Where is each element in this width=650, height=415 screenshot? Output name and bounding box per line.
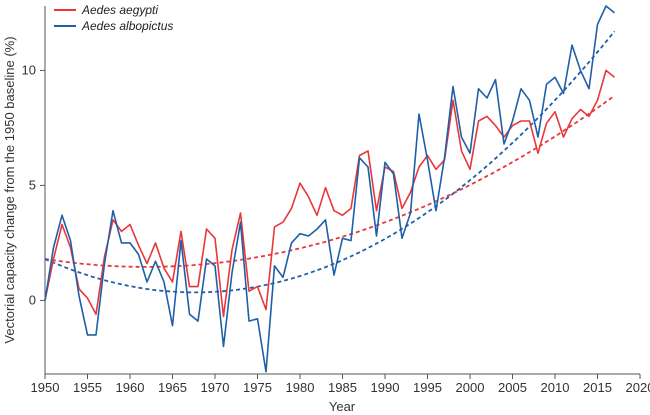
x-tick-label: 1970	[201, 380, 230, 395]
series-line-1	[44, 5, 616, 373]
x-axis: 1950 1955 1960 1965 1970 1975 1980 1985 1990 1995…	[31, 373, 650, 395]
legend-label: Aedes aegypti	[81, 3, 158, 17]
x-tick-label: 2015	[583, 380, 612, 395]
x-axis-title: Year	[329, 399, 356, 414]
x-tick-label: 1955	[73, 380, 102, 395]
legend-label: Aedes albopictus	[81, 19, 173, 33]
x-tick-label: 1965	[158, 380, 187, 395]
y-axis: 0 5 10	[22, 6, 46, 374]
x-tick-label: 1960	[116, 380, 145, 395]
y-tick-label: 10	[22, 62, 36, 77]
x-tick-label: 1990	[371, 380, 400, 395]
legend: Aedes aegypti Aedes albopictus	[54, 3, 173, 33]
y-axis-title: Vectorial capacity change from the 1950 …	[2, 36, 17, 343]
y-tick-label: 0	[29, 292, 36, 307]
x-tick-label: 1985	[328, 380, 357, 395]
x-tick-label: 1950	[31, 380, 60, 395]
y-tick-label: 5	[29, 177, 36, 192]
x-tick-label: 2000	[456, 380, 485, 395]
x-tick-label: 1995	[413, 380, 442, 395]
x-tick-label: 2020	[626, 380, 650, 395]
series-lines	[44, 5, 616, 373]
x-tick-label: 1975	[243, 380, 272, 395]
x-tick-label: 1980	[286, 380, 315, 395]
x-tick-label: 2010	[541, 380, 570, 395]
x-tick-label: 2005	[498, 380, 527, 395]
trendline	[44, 30, 616, 294]
trendline	[44, 94, 616, 268]
trendlines	[44, 30, 616, 294]
series-line-0	[44, 69, 616, 318]
